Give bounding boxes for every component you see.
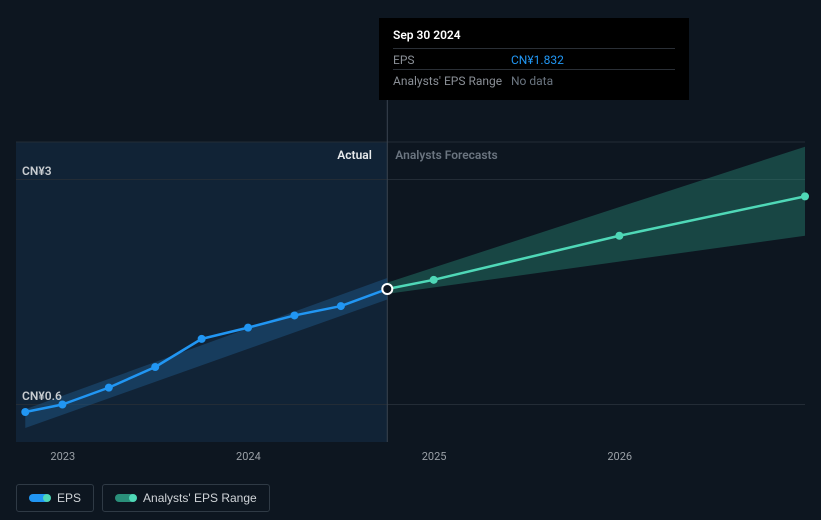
tooltip-title: Sep 30 2024 (393, 28, 675, 42)
y-tick-label: CN¥3 (22, 164, 52, 178)
tooltip-row-label: Analysts' EPS Range (393, 74, 511, 88)
tooltip-row-value: No data (511, 74, 553, 88)
legend-swatch-icon (29, 494, 49, 502)
section-label-actual: Actual (337, 148, 372, 162)
tooltip-row-label: EPS (393, 53, 511, 67)
tooltip-row: Analysts' EPS Range No data (393, 69, 675, 90)
legend-item-label: EPS (57, 491, 81, 505)
x-tick-label: 2026 (607, 450, 632, 463)
chart-tooltip: Sep 30 2024 EPS CN¥1.832 Analysts' EPS R… (379, 18, 689, 100)
x-tick-label: 2025 (422, 450, 447, 463)
legend-swatch-icon (115, 494, 135, 502)
y-tick-label: CN¥0.6 (22, 389, 62, 403)
tooltip-row: EPS CN¥1.832 (393, 48, 675, 69)
chart-legend: EPS Analysts' EPS Range (16, 484, 270, 512)
legend-item-eps[interactable]: EPS (16, 484, 94, 512)
x-tick-label: 2023 (50, 450, 75, 463)
tooltip-row-value: CN¥1.832 (511, 53, 564, 67)
legend-item-label: Analysts' EPS Range (143, 491, 257, 505)
eps-chart: CN¥0.6 CN¥3 2023 2024 2025 2026 Actual A… (0, 0, 821, 520)
x-tick-label: 2024 (236, 450, 261, 463)
legend-item-range[interactable]: Analysts' EPS Range (102, 484, 270, 512)
section-label-forecast: Analysts Forecasts (395, 148, 497, 162)
